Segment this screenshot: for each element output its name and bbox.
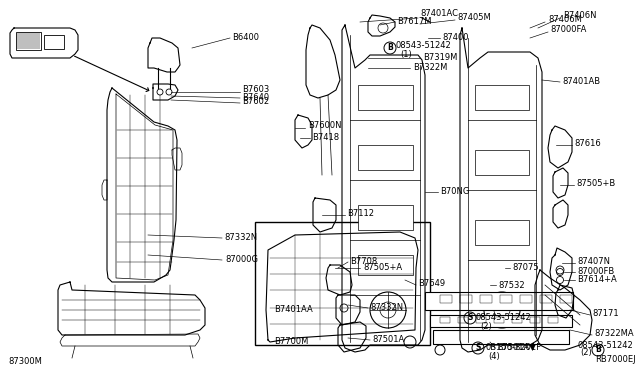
Text: 87400: 87400 bbox=[442, 32, 468, 42]
Text: 87532: 87532 bbox=[498, 280, 525, 289]
Text: B7649: B7649 bbox=[418, 279, 445, 289]
Text: B7112: B7112 bbox=[347, 209, 374, 218]
Text: B7406N: B7406N bbox=[563, 12, 596, 20]
Text: B7602: B7602 bbox=[242, 97, 269, 106]
Text: 87401AC: 87401AC bbox=[420, 10, 458, 19]
Text: S: S bbox=[476, 343, 481, 353]
Text: B: B bbox=[387, 44, 393, 52]
Text: 87332N: 87332N bbox=[370, 302, 403, 311]
Bar bbox=[430, 315, 572, 327]
Text: 08543-51242: 08543-51242 bbox=[578, 340, 634, 350]
Bar bbox=[500, 295, 512, 303]
Text: B7418: B7418 bbox=[312, 134, 339, 142]
Text: B7708: B7708 bbox=[350, 257, 377, 266]
Bar bbox=[476, 317, 486, 323]
Bar bbox=[520, 295, 532, 303]
Text: B7614+A: B7614+A bbox=[577, 276, 617, 285]
Text: 87322MA: 87322MA bbox=[594, 330, 634, 339]
Text: 87505+B: 87505+B bbox=[576, 180, 615, 189]
Bar bbox=[540, 295, 552, 303]
Text: B70NG: B70NG bbox=[440, 186, 469, 196]
Bar bbox=[460, 295, 472, 303]
Bar bbox=[548, 317, 558, 323]
Text: 87000G: 87000G bbox=[225, 254, 258, 263]
Text: 87401AB: 87401AB bbox=[562, 77, 600, 86]
Text: 08543-51242: 08543-51242 bbox=[396, 42, 452, 51]
Text: 87075: 87075 bbox=[512, 263, 539, 272]
Text: RB7000EJ: RB7000EJ bbox=[595, 356, 636, 365]
Text: 08543-51242: 08543-51242 bbox=[476, 314, 532, 323]
Text: B6400: B6400 bbox=[232, 33, 259, 42]
Bar bbox=[494, 317, 504, 323]
Text: 87000FB: 87000FB bbox=[577, 266, 614, 276]
Text: B7700M: B7700M bbox=[274, 337, 308, 346]
Text: 87407N: 87407N bbox=[577, 257, 610, 266]
Text: 87405M: 87405M bbox=[457, 13, 491, 22]
Text: 87332N: 87332N bbox=[224, 232, 257, 241]
Text: 87501A▼: 87501A▼ bbox=[497, 343, 536, 352]
Bar bbox=[440, 317, 450, 323]
Bar bbox=[530, 317, 540, 323]
Text: 0B156-8201F: 0B156-8201F bbox=[485, 343, 541, 353]
Text: B7603: B7603 bbox=[242, 86, 269, 94]
Bar bbox=[358, 205, 413, 230]
Text: 87300M: 87300M bbox=[8, 357, 42, 366]
Bar bbox=[44, 35, 64, 49]
Text: (2): (2) bbox=[580, 349, 592, 357]
Bar bbox=[458, 317, 468, 323]
Text: S: S bbox=[467, 314, 473, 323]
Text: 87616: 87616 bbox=[574, 140, 601, 148]
Text: 87000FA: 87000FA bbox=[550, 26, 586, 35]
Text: 87171: 87171 bbox=[592, 310, 619, 318]
Bar bbox=[425, 292, 573, 310]
Text: 87505+A: 87505+A bbox=[363, 263, 402, 272]
Text: B: B bbox=[595, 346, 601, 355]
Bar bbox=[16, 32, 41, 50]
Bar bbox=[475, 85, 529, 110]
Text: 87501A: 87501A bbox=[372, 334, 404, 343]
Bar bbox=[255, 222, 430, 345]
Bar bbox=[560, 295, 572, 303]
Bar bbox=[358, 255, 413, 275]
Bar bbox=[433, 330, 569, 344]
Text: B7600N: B7600N bbox=[308, 122, 342, 131]
Bar bbox=[512, 317, 522, 323]
Text: (4): (4) bbox=[488, 352, 500, 360]
Text: B7319M: B7319M bbox=[423, 52, 458, 61]
Text: B7401AA: B7401AA bbox=[274, 305, 313, 314]
Text: B7640: B7640 bbox=[242, 93, 269, 102]
Bar bbox=[480, 295, 492, 303]
Text: (1): (1) bbox=[400, 49, 412, 58]
Text: (2): (2) bbox=[480, 321, 492, 330]
Bar bbox=[475, 220, 529, 245]
Text: B7617M: B7617M bbox=[397, 17, 431, 26]
Bar bbox=[475, 150, 529, 175]
Bar bbox=[440, 295, 452, 303]
Bar bbox=[358, 145, 413, 170]
Bar bbox=[358, 85, 413, 110]
Text: 87406M: 87406M bbox=[548, 16, 582, 25]
Text: B7322M: B7322M bbox=[413, 62, 447, 71]
